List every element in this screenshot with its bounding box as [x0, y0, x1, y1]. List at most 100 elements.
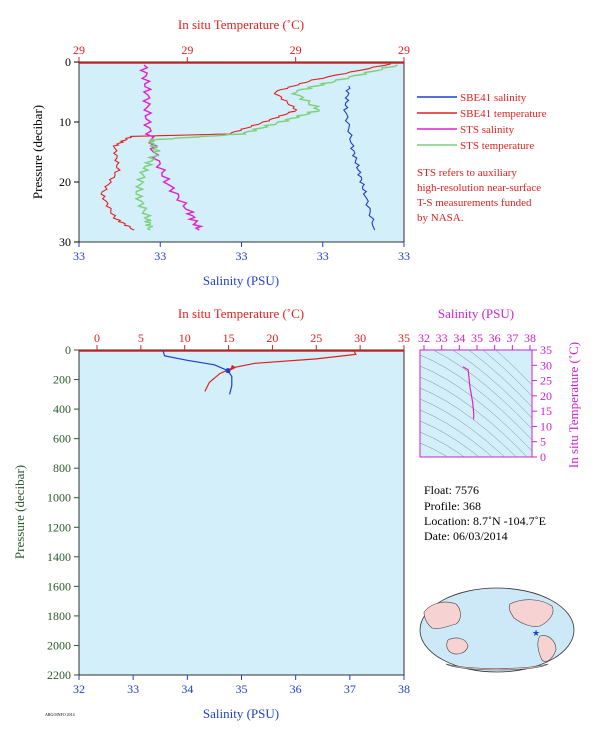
ts-temperature-tick-label: 30: [540, 358, 552, 372]
ts-salinity-tick-label: 34: [453, 331, 465, 345]
float-info: Float: 7576 Profile: 368 Location: 8.7˚N…: [424, 483, 546, 543]
ts-temperature-tick-label: 15: [540, 404, 552, 418]
ts-salinity-tick-label: 38: [524, 331, 536, 345]
profile-number: Profile: 368: [424, 499, 481, 513]
top-chart-temperature-ticks: 29 29 29 29: [73, 43, 410, 62]
ts-series: [462, 366, 475, 420]
main-pressure-tick-label: 1800: [47, 609, 71, 623]
main-salinity-tick-label: 33: [127, 682, 139, 696]
main-chart-pressure-ticks: 0 200 400 600 800 1000 1200 1400 1600 1800 2000 220…: [47, 343, 79, 682]
map-land-asia: [423, 601, 461, 629]
main-pressure-tick-label: 600: [53, 432, 71, 446]
ts-density-contour: [420, 420, 480, 457]
main-chart-salinity-axis-title: Salinity (PSU): [203, 706, 279, 721]
top-salinity-tick-label: 33: [317, 249, 329, 263]
main-pressure-tick-label: 1000: [47, 491, 71, 505]
legend-label-sbe41-temperature: SBE41 temperature: [460, 108, 547, 120]
legend-label-sbe41-salinity: SBE41 salinity: [460, 92, 527, 104]
main-pressure-tick-label: 2200: [47, 668, 71, 682]
main-plot-area: [78, 349, 405, 676]
float-position-marker: ★: [532, 628, 540, 638]
main-salinity-tick-label: 32: [73, 682, 85, 696]
main-salinity-tick-label: 37: [344, 682, 356, 696]
top-salinity-tick-label: 33: [236, 249, 248, 263]
main-pressure-tick-label: 1400: [47, 550, 71, 564]
top-temperature-tick-label: 29: [398, 43, 410, 57]
ts-density-contour: [482, 350, 532, 397]
main-temperature-tick-label: 30: [354, 331, 366, 345]
world-map: ★: [419, 587, 575, 673]
main-pressure-tick-label: 800: [53, 461, 71, 475]
main-series-sbe41-salinity: [162, 350, 233, 395]
top-pressure-tick-label: 20: [59, 175, 71, 189]
top-pressure-tick-label: 10: [59, 115, 71, 129]
main-temperature-tick-label: 20: [266, 331, 278, 345]
ts-salinity-tick-label: 35: [471, 331, 483, 345]
ts-density-contour: [468, 350, 532, 408]
main-chart: In situ Temperature (˚C) 0 5 10 15 20 25 30 35 …: [12, 306, 410, 721]
legend-label-sts-temperature: STS temperature: [460, 140, 534, 152]
top-series-sts-salinity: [138, 64, 204, 231]
top-temperature-tick-label: 29: [73, 43, 85, 57]
ts-temperature-tick-label: 25: [540, 374, 552, 388]
legend: SBE41 salinity SBE41 temperature STS sal…: [417, 92, 547, 224]
main-pressure-tick-label: 1600: [47, 579, 71, 593]
ts-temperature-tick-label: 0: [540, 450, 546, 464]
map-land-south-america: [537, 635, 557, 662]
top-chart-temperature-axis-title: In situ Temperature (˚C): [178, 17, 304, 32]
main-pressure-tick-label: 1200: [47, 520, 71, 534]
ts-plot-area: [419, 349, 533, 458]
main-salinity-tick-label: 35: [236, 682, 248, 696]
ts-density-contour: [452, 350, 532, 419]
top-chart: In situ Temperature (˚C) 29 29 29 29 33 33 33…: [30, 17, 410, 288]
main-temperature-tick-label: 15: [223, 331, 235, 345]
main-salinity-marker: [225, 368, 231, 374]
top-pressure-tick-label: 30: [59, 235, 71, 249]
top-temperature-tick-label: 29: [290, 43, 302, 57]
ts-density-contour: [432, 350, 532, 430]
top-pressure-tick-label: 0: [65, 55, 71, 69]
ts-density-contour: [420, 409, 493, 457]
map-land-antarctica: [445, 663, 549, 671]
ts-salinity-tick-label: 32: [418, 331, 430, 345]
ts-density-contour: [420, 365, 532, 452]
ts-temperature-tick-label: 35: [540, 343, 552, 357]
map-land-north-america: [508, 599, 554, 627]
ts-salinity-ticks: 32 33 34 35 36 37 38: [418, 331, 536, 350]
ts-temperature-axis-title: In situ Temperature (˚C): [566, 342, 581, 468]
top-temperature-tick-label: 29: [181, 43, 193, 57]
top-chart-series: [79, 62, 404, 231]
ts-density-contour: [420, 354, 532, 441]
main-temperature-tick-label: 0: [94, 331, 100, 345]
ts-temperature-tick-label: 10: [540, 419, 552, 433]
main-temperature-tick-label: 35: [398, 331, 410, 345]
main-pressure-tick-label: 2000: [47, 638, 71, 652]
ts-density-contour: [495, 350, 532, 386]
ts-temperature-tick-label: 20: [540, 389, 552, 403]
profile-date: Date: 06/03/2014: [424, 529, 508, 543]
float-location: Location: 8.7˚N -104.7˚E: [424, 514, 546, 528]
map-land: [423, 599, 557, 671]
main-salinity-tick-label: 36: [290, 682, 302, 696]
main-chart-temperature-ticks: 0 5 10 15 20 25 30 35: [94, 331, 410, 350]
main-chart-pressure-axis-title: Pressure (decibar): [12, 465, 27, 559]
top-plot-area: [78, 61, 405, 243]
main-pressure-tick-label: 0: [65, 343, 71, 357]
top-chart-pressure-axis-title: Pressure (decibar): [30, 105, 45, 199]
ts-salinity-tick-label: 36: [489, 331, 501, 345]
legend-note-line-1: STS refers to auxiliary: [417, 167, 517, 179]
ts-salinity-axis-title: Salinity (PSU): [438, 306, 514, 321]
map-land-australia: [446, 637, 469, 655]
ts-series-line: [462, 366, 475, 420]
main-temperature-tick-label: 25: [310, 331, 322, 345]
legend-note-line-2: high-resolution near-surface: [417, 182, 541, 194]
ts-diagram: Salinity (PSU) 32 33 34 35 36 37 38 3530252015…: [418, 306, 581, 468]
top-series-sbe41-temperature: [100, 63, 392, 231]
top-salinity-tick-label: 33: [73, 249, 85, 263]
ts-density-contour: [420, 431, 465, 457]
top-chart-salinity-ticks: 33 33 33 33 33: [73, 242, 410, 263]
map-ocean: [419, 587, 575, 673]
ts-density-contour: [420, 398, 505, 457]
float-id: Float: 7576: [424, 483, 479, 497]
